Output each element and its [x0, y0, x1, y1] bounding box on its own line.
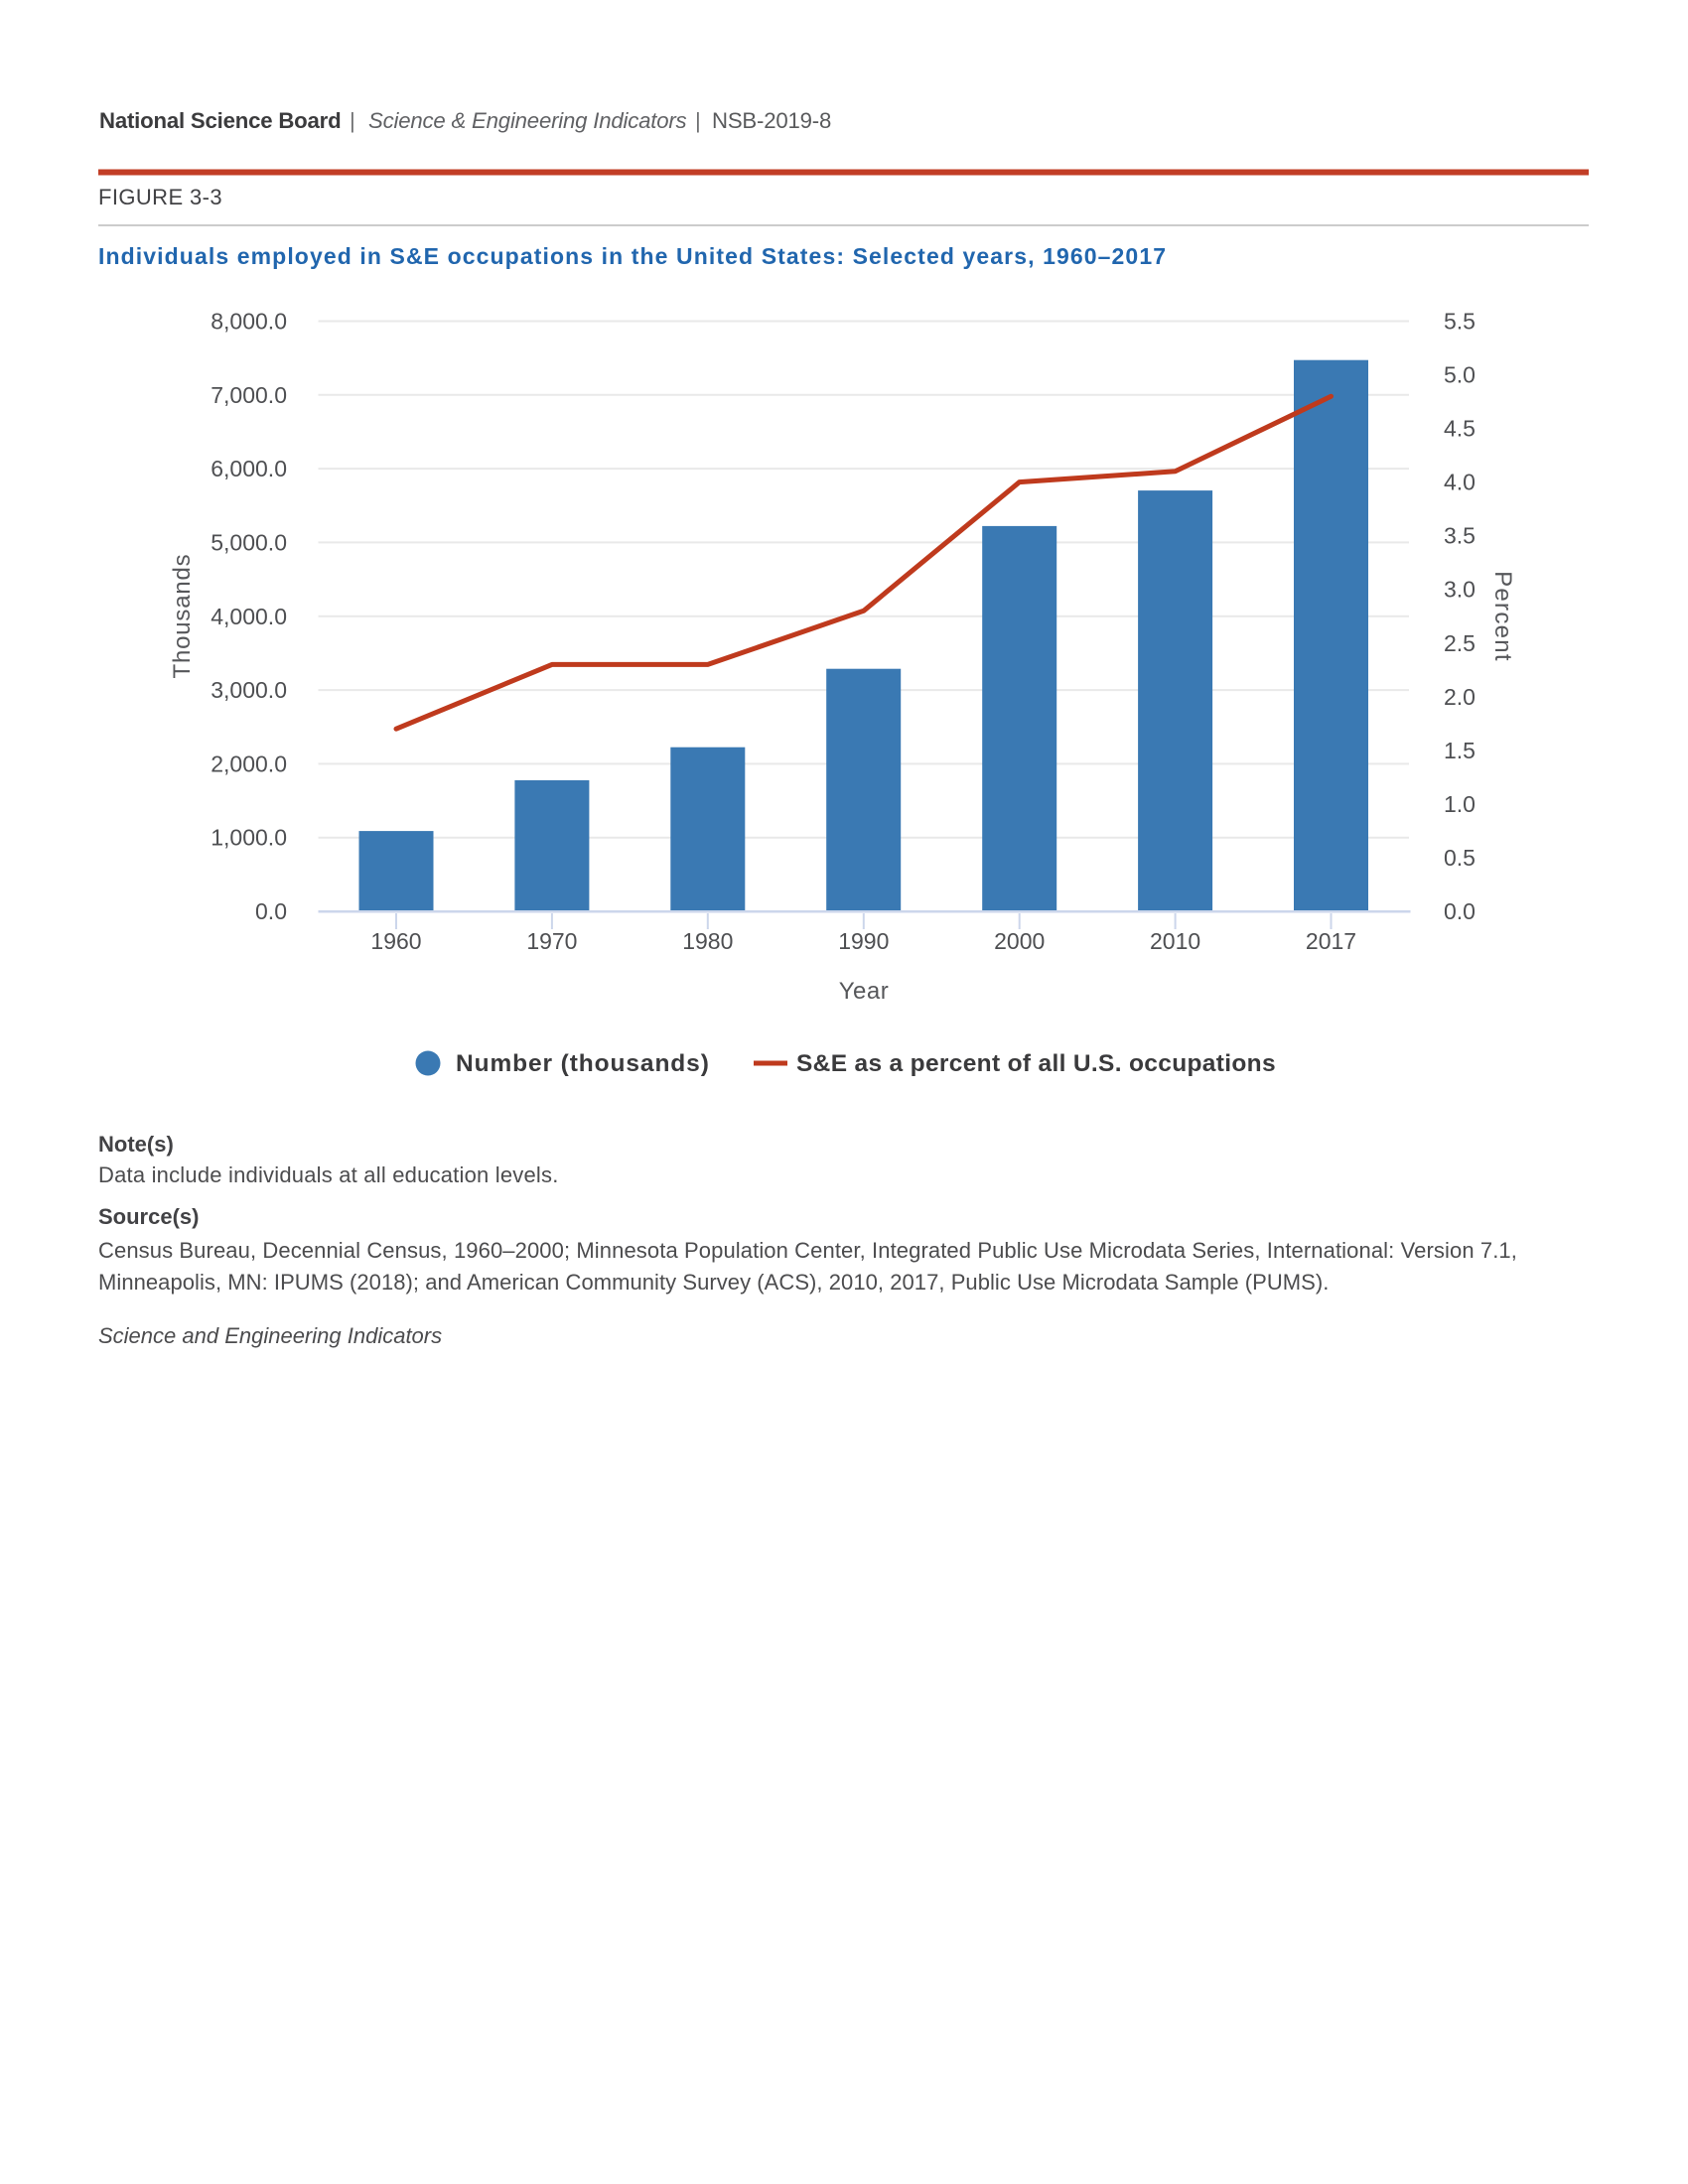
svg-text:Data include individuals at al: Data include individuals at all educatio…: [98, 1162, 559, 1187]
svg-text:NSB-2019-8: NSB-2019-8: [712, 108, 831, 133]
svg-text:0.0: 0.0: [255, 898, 287, 924]
svg-text:7,000.0: 7,000.0: [211, 382, 287, 408]
svg-text:4,000.0: 4,000.0: [211, 604, 287, 629]
svg-text:1.0: 1.0: [1444, 791, 1476, 817]
svg-text:S&E as a percent of all U.S. o: S&E as a percent of all U.S. occupations: [796, 1050, 1276, 1077]
svg-text:3.5: 3.5: [1444, 523, 1476, 549]
svg-text:|: |: [350, 108, 355, 133]
svg-text:3,000.0: 3,000.0: [211, 677, 287, 703]
svg-text:8,000.0: 8,000.0: [211, 309, 287, 335]
svg-text:|: |: [695, 108, 701, 133]
svg-text:4.0: 4.0: [1444, 470, 1476, 495]
svg-text:2.0: 2.0: [1444, 684, 1476, 710]
svg-text:Thousands: Thousands: [169, 554, 196, 679]
svg-text:Percent: Percent: [1489, 571, 1516, 662]
svg-text:2.5: 2.5: [1444, 630, 1476, 656]
svg-text:1970: 1970: [526, 928, 577, 954]
svg-text:Science and Engineering Indica: Science and Engineering Indicators: [98, 1323, 442, 1348]
svg-text:1,000.0: 1,000.0: [211, 825, 287, 851]
svg-text:Science & Engineering Indicato: Science & Engineering Indicators: [368, 108, 687, 133]
svg-text:Note(s): Note(s): [98, 1132, 174, 1157]
svg-text:Census Bureau, Decennial Censu: Census Bureau, Decennial Census, 1960–20…: [98, 1238, 1517, 1263]
svg-text:Minneapolis, MN: IPUMS (2018);: Minneapolis, MN: IPUMS (2018); and Ameri…: [98, 1270, 1329, 1295]
svg-text:Source(s): Source(s): [98, 1204, 199, 1229]
svg-text:Individuals employed in S&E oc: Individuals employed in S&E occupations …: [98, 243, 1167, 269]
svg-text:3.0: 3.0: [1444, 577, 1476, 603]
svg-text:5.0: 5.0: [1444, 362, 1476, 388]
svg-text:1990: 1990: [838, 928, 889, 954]
svg-text:2010: 2010: [1150, 928, 1200, 954]
svg-text:0.5: 0.5: [1444, 845, 1476, 871]
svg-text:National Science Board: National Science Board: [99, 108, 341, 133]
svg-text:5,000.0: 5,000.0: [211, 529, 287, 555]
svg-text:0.0: 0.0: [1444, 898, 1476, 924]
svg-text:4.5: 4.5: [1444, 416, 1476, 442]
svg-text:FIGURE 3-3: FIGURE 3-3: [98, 185, 222, 209]
svg-text:6,000.0: 6,000.0: [211, 456, 287, 481]
svg-text:5.5: 5.5: [1444, 309, 1476, 335]
svg-text:Number (thousands): Number (thousands): [456, 1050, 710, 1077]
svg-text:1.5: 1.5: [1444, 738, 1476, 763]
svg-text:Year: Year: [839, 978, 890, 1005]
svg-text:2000: 2000: [994, 928, 1045, 954]
svg-text:1980: 1980: [682, 928, 733, 954]
svg-text:1960: 1960: [370, 928, 421, 954]
svg-text:2017: 2017: [1306, 928, 1356, 954]
svg-text:2,000.0: 2,000.0: [211, 751, 287, 776]
